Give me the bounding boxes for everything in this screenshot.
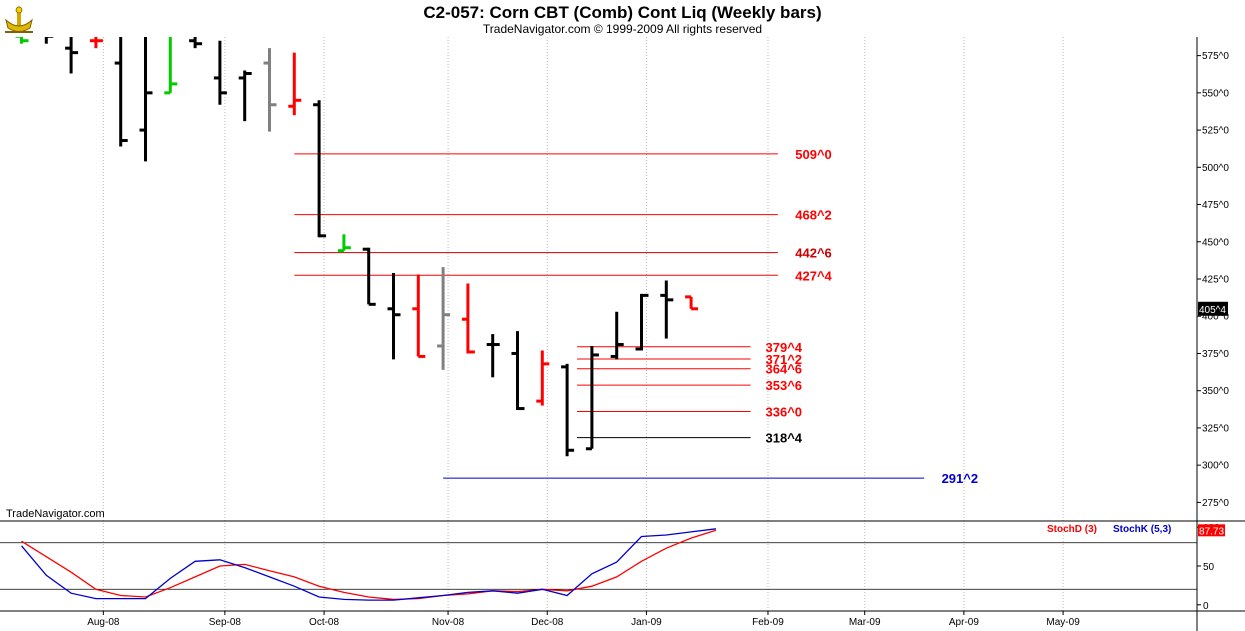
ohlc-bar — [585, 346, 599, 451]
ohlc-bar — [164, 37, 178, 95]
stoch-tick-label: 0 — [1203, 601, 1209, 612]
tradenavigator-logo-icon — [5, 5, 33, 33]
level-label: 336^0 — [766, 405, 803, 420]
price-tick-label: 500^0 — [1202, 163, 1229, 174]
price-tick-label: 450^0 — [1202, 237, 1229, 248]
level-label: 468^2 — [795, 208, 832, 223]
stoch-series-line — [21, 529, 717, 601]
ohlc-bar — [561, 363, 575, 457]
stoch-legend-entry: StochD (3) — [1047, 524, 1097, 535]
ohlc-bar — [387, 273, 401, 360]
date-tick-label: Oct-08 — [309, 617, 339, 628]
price-tick-label: 550^0 — [1202, 88, 1229, 99]
level-label: 291^2 — [942, 471, 979, 486]
last-price-marker — [1198, 301, 1228, 316]
ohlc-bar — [238, 70, 252, 122]
date-axis: Aug-08 Sep-08 Oct-08 Nov-08 Dec-08 Jan-09 Feb-… — [87, 611, 1080, 628]
price-bars — [15, 37, 699, 457]
stochastic-panel: 050100StochD (3)StochK (5,3)87.73 — [0, 523, 1225, 612]
price-tick-label: 300^0 — [1202, 461, 1229, 472]
price-tick-label: 375^0 — [1202, 349, 1229, 360]
ohlc-bar — [89, 37, 103, 49]
copyright-text: TradeNavigator.com © 1999-2009 All right… — [482, 22, 763, 36]
ohlc-bar — [288, 52, 302, 116]
ohlc-bar — [437, 267, 451, 370]
ohlc-bar — [486, 334, 500, 378]
ohlc-bar — [15, 37, 29, 44]
stoch-legend-entry: StochK (5,3) — [1113, 524, 1171, 535]
price-tick-label: 400^0 — [1202, 312, 1229, 323]
level-label: 509^0 — [795, 147, 832, 162]
ohlc-bar — [685, 295, 699, 311]
ohlc-bar — [362, 247, 376, 306]
stoch-tick-label: 50 — [1203, 562, 1215, 573]
ohlc-bar — [461, 283, 475, 354]
price-axis: 275^0 300^0 325^0 350^0 375^0 400^0 425^0 450^0… — [0, 37, 1245, 631]
stoch-last-value-label: 87.73 — [1199, 526, 1224, 537]
date-tick-label: Aug-08 — [87, 617, 120, 628]
price-tick-label: 575^0 — [1202, 51, 1229, 62]
ohlc-bar — [139, 37, 153, 162]
date-tick-label: Apr-09 — [949, 617, 979, 628]
level-label: 379^4 — [766, 340, 803, 355]
ohlc-bar — [635, 293, 649, 351]
date-tick-label: Feb-09 — [752, 617, 784, 628]
ohlc-bar — [412, 274, 426, 358]
ohlc-bar — [536, 350, 550, 406]
price-tick-label: 350^0 — [1202, 386, 1229, 397]
price-tick-label: 475^0 — [1202, 200, 1229, 211]
level-label: 364^6 — [766, 362, 803, 377]
ohlc-bar — [213, 40, 227, 105]
ohlc-bar — [511, 331, 525, 411]
ohlc-bar — [114, 37, 128, 147]
level-label: 427^4 — [795, 268, 832, 283]
ohlc-bar — [610, 311, 624, 360]
date-tick-label: Jan-09 — [631, 617, 662, 628]
chart-header: C2-057: Corn CBT (Comb) Cont Liq (Weekly… — [0, 0, 1245, 37]
date-tick-label: Dec-08 — [531, 617, 564, 628]
level-label: 371^2 — [766, 352, 803, 367]
ohlc-bar — [189, 37, 203, 49]
price-levels: 509^0 468^2 442^6 427^4 379^4371^2364^6353^6… — [294, 147, 978, 486]
ohlc-bar — [263, 48, 277, 132]
ohlc-bar — [44, 37, 54, 44]
watermark-text: TradeNavigator.com — [6, 508, 105, 520]
date-tick-label: Mar-09 — [849, 617, 881, 628]
level-label: 318^4 — [766, 431, 803, 446]
ohlc-bar — [65, 37, 79, 74]
date-tick-label: Sep-08 — [209, 617, 242, 628]
date-tick-label: May-09 — [1046, 617, 1080, 628]
ohlc-bar — [313, 100, 327, 238]
price-tick-label: 325^0 — [1202, 423, 1229, 434]
stoch-series-line — [21, 528, 716, 601]
price-tick-label: 425^0 — [1202, 275, 1229, 286]
stoch-last-value-marker — [1198, 524, 1225, 537]
chart-title: C2-057: Corn CBT (Comb) Cont Liq (Weekly… — [423, 3, 822, 22]
price-tick-label: 275^0 — [1202, 498, 1229, 509]
chart-area: 509^0 468^2 442^6 427^4 379^4371^2364^6353^6… — [0, 37, 1245, 631]
price-tick-label: 525^0 — [1202, 126, 1229, 137]
ohlc-bar — [660, 280, 674, 339]
gridlines — [102, 37, 1064, 611]
ohlc-bar — [337, 234, 351, 253]
level-label: 353^6 — [766, 378, 803, 393]
date-tick-label: Nov-08 — [432, 617, 465, 628]
last-price-label: 405^4 — [1199, 305, 1226, 316]
level-label: 442^6 — [795, 246, 832, 261]
